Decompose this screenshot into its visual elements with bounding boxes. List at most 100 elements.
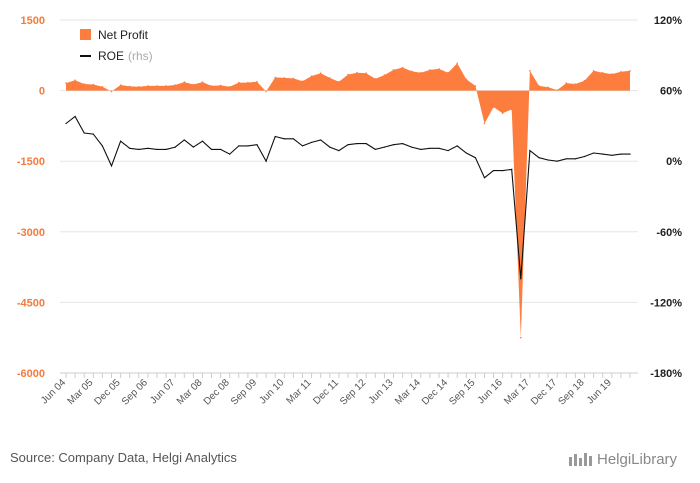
net-profit-point — [529, 70, 531, 72]
roe-point — [120, 140, 122, 142]
roe-point — [183, 139, 185, 141]
net-profit-point — [501, 112, 504, 114]
roe-point — [492, 170, 495, 172]
net-profit-point — [601, 71, 604, 74]
net-profit-point — [310, 75, 313, 77]
roe-point — [238, 145, 240, 147]
net-profit-point — [447, 71, 449, 74]
net-profit-point — [611, 73, 613, 75]
net-profit-point — [547, 86, 549, 89]
roe-point — [438, 147, 440, 149]
net-profit-point — [183, 81, 186, 83]
net-profit-point — [156, 85, 158, 87]
left-y-axis: -6000 -4500 -3000 -1500 0 1500 — [17, 15, 45, 380]
roe-point — [447, 150, 449, 152]
roe-point — [392, 144, 395, 146]
net-profit-point — [574, 83, 577, 85]
x-tick-label: Mar 17 — [502, 377, 532, 407]
roe-point — [247, 145, 249, 147]
roe-point — [511, 168, 513, 170]
source-note: Source: Company Data, Helgi Analytics — [10, 450, 237, 465]
net-profit-point — [265, 90, 267, 93]
roe-point — [556, 160, 558, 162]
net-profit-point — [410, 70, 413, 73]
roe-point — [301, 145, 304, 147]
roe-point — [520, 278, 522, 280]
roe-point — [365, 143, 367, 145]
roe-point — [611, 154, 613, 156]
x-tick-label: Jun 13 — [367, 377, 396, 406]
net-profit-point — [374, 78, 377, 80]
legend-label-roe-suffix: (rhs) — [128, 49, 153, 63]
net-profit-point — [510, 108, 513, 111]
left-y-tick-label: -3000 — [17, 227, 45, 239]
net-profit-point — [556, 89, 558, 91]
net-profit-point — [301, 80, 304, 82]
net-profit-point — [201, 81, 204, 83]
x-tick-label: Jun 10 — [257, 377, 286, 406]
net-profit-point — [128, 85, 131, 88]
roe-point — [565, 158, 567, 160]
net-profit-point — [629, 70, 631, 72]
x-tick-label: Dec 08 — [202, 377, 232, 407]
net-profit-point — [347, 73, 349, 76]
roe-point — [110, 165, 113, 167]
roe-point — [620, 153, 622, 155]
net-profit-point — [83, 83, 85, 85]
roe-point — [83, 132, 85, 134]
net-profit-point — [165, 85, 167, 87]
roe-point — [283, 138, 285, 140]
right-y-tick-label: 60% — [660, 86, 682, 98]
right-y-tick-label: -120% — [650, 297, 682, 309]
net-profit-point — [329, 77, 331, 79]
net-profit-point — [365, 72, 368, 74]
x-tick-label: Jun 16 — [476, 377, 505, 406]
net-profit-point — [520, 336, 522, 339]
library-logo-icon — [569, 453, 592, 466]
x-tick-label: Mar 08 — [175, 377, 205, 407]
roe-point — [474, 157, 476, 159]
x-tick-label: Jun 04 — [39, 377, 68, 406]
roe-point — [174, 146, 176, 148]
roe-point — [411, 146, 413, 148]
net-profit-point — [65, 82, 67, 84]
x-tick-label: Sep 09 — [229, 377, 259, 407]
net-profit-point — [238, 81, 240, 84]
left-y-tick-label: 1500 — [21, 15, 45, 27]
legend-label-roe-name: ROE — [98, 49, 124, 63]
helgi-library-logo: HelgiLibrary — [568, 449, 677, 469]
roe-point — [347, 144, 349, 146]
net-profit-point — [174, 84, 176, 86]
roe-point — [156, 148, 158, 150]
roe-point — [602, 153, 604, 155]
roe-line-layer — [65, 115, 631, 280]
roe-point — [265, 160, 267, 162]
roe-point — [547, 159, 549, 161]
legend-label-net-profit: Net Profit — [98, 28, 149, 42]
net-profit-point — [247, 81, 249, 84]
roe-point — [329, 146, 331, 148]
net-profit-point — [74, 79, 76, 81]
x-tick-label: Dec 11 — [311, 377, 341, 407]
net-profit-area-layer — [65, 62, 631, 339]
roe-point — [220, 148, 222, 150]
net-profit-point — [438, 68, 440, 70]
roe-point — [593, 152, 595, 154]
net-profit-point — [429, 69, 431, 71]
roe-point — [147, 147, 149, 149]
net-profit-point — [356, 71, 358, 74]
roe-point — [456, 145, 458, 147]
roe-point — [538, 157, 540, 159]
net-profit-point — [210, 85, 213, 87]
left-y-tick-label: -6000 — [17, 368, 45, 380]
x-tick-label: Jun 19 — [585, 377, 614, 406]
net-profit-point — [383, 74, 386, 76]
roe-series-line — [65, 115, 630, 279]
x-tick-label: Dec 14 — [420, 377, 450, 407]
net-profit-point — [565, 82, 568, 84]
roe-point — [311, 141, 313, 143]
roe-point — [420, 148, 422, 150]
roe-point — [383, 146, 385, 148]
x-tick-label: Sep 15 — [447, 377, 477, 407]
